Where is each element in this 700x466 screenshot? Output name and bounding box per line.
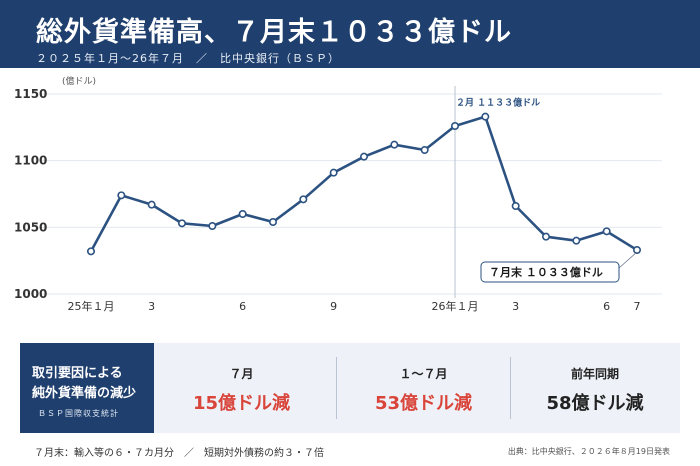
reserves-decrease-panel: 取引要因による 純外貨準備の減少 ＢＳＰ国際収支統計 ７月 15億ドル減 １〜７…	[20, 343, 680, 433]
data-point	[511, 202, 520, 211]
stat-july: ７月 15億ドル減	[154, 343, 329, 433]
data-point	[147, 200, 156, 209]
y-tick-label: 1050	[14, 220, 47, 234]
data-point	[359, 152, 368, 161]
data-point	[238, 210, 247, 219]
stat-value: 15億ドル減	[192, 393, 291, 414]
data-point	[632, 246, 641, 255]
grid-layer	[40, 86, 662, 298]
stat-jan-jul: １〜７月 53億ドル減	[336, 343, 511, 433]
point-layer	[87, 112, 641, 256]
stat-label: １〜７月	[399, 367, 448, 381]
x-tick-label: 3	[512, 300, 519, 313]
data-point	[420, 146, 429, 155]
data-point	[481, 112, 490, 121]
footer-note: ７月末：輸入等の６・７カ月分 ／ 短期対外債務の約３・７倍	[34, 448, 324, 459]
y-unit-label: (億ドル)	[62, 75, 96, 87]
data-point	[572, 236, 581, 245]
x-tick-label: 26年１月	[432, 299, 479, 313]
x-tick-label: 7	[634, 300, 641, 313]
x-tick-label: 3	[148, 300, 155, 313]
stat-label: ７月	[229, 367, 254, 381]
panel-heading-source: ＢＳＰ国際収支統計	[38, 409, 119, 418]
peak-annotation: ２月 １１３３億ドル	[456, 97, 540, 109]
header-banner: 総外貨準備高、７月末１０３３億ドル ２０２５年１月〜26年７月 ／ 比中央銀行（…	[0, 0, 700, 68]
data-point	[450, 121, 459, 130]
page-title: 総外貨準備高、７月末１０３３億ドル	[36, 17, 512, 48]
panel-heading: 取引要因による 純外貨準備の減少 ＢＳＰ国際収支統計	[20, 343, 154, 433]
panel-heading-line2: 純外貨準備の減少	[32, 386, 137, 401]
page-subtitle: ２０２５年１月〜26年７月 ／ 比中央銀行（ＢＳＰ）	[36, 52, 340, 65]
series-line-layer	[89, 115, 638, 252]
data-point	[299, 195, 308, 204]
x-axis: 25年１月 3 6 9 26年１月 3 6 7	[68, 299, 641, 313]
stat-label: 前年同期	[570, 367, 619, 381]
last-value-leader-line	[618, 251, 638, 269]
data-point	[117, 191, 126, 200]
stat-value: 58億ドル減	[546, 393, 644, 414]
y-tick-label: 1100	[14, 154, 47, 168]
x-tick-label: 6	[603, 300, 610, 313]
stat-divider	[510, 357, 511, 419]
data-point	[390, 140, 399, 149]
x-tick-label: 9	[330, 300, 337, 313]
last-value-annotation: ７月末 １０３３億ドル	[489, 265, 603, 279]
stat-value: 53億ドル減	[374, 393, 473, 414]
x-tick-label: 6	[239, 300, 246, 313]
y-tick-label: 1150	[14, 87, 47, 101]
y-axis: 1000 1050 1100 1150	[14, 87, 47, 301]
footer-source: 出典：比中央銀行、２０２６年８月19日発表	[507, 447, 670, 456]
data-point	[87, 247, 96, 256]
y-tick-label: 1000	[14, 287, 47, 301]
data-point	[329, 168, 338, 177]
x-tick-label: 25年１月	[68, 299, 115, 313]
data-point	[268, 218, 277, 227]
data-point	[602, 227, 611, 236]
stat-prev-year: 前年同期 58億ドル減	[510, 343, 680, 433]
panel-heading-line1: 取引要因による	[32, 366, 123, 381]
data-point	[541, 232, 550, 241]
data-point	[208, 222, 217, 231]
data-point	[178, 219, 187, 228]
series-line	[89, 115, 638, 252]
last-value-callout-box	[480, 261, 620, 283]
stat-divider	[336, 357, 337, 419]
